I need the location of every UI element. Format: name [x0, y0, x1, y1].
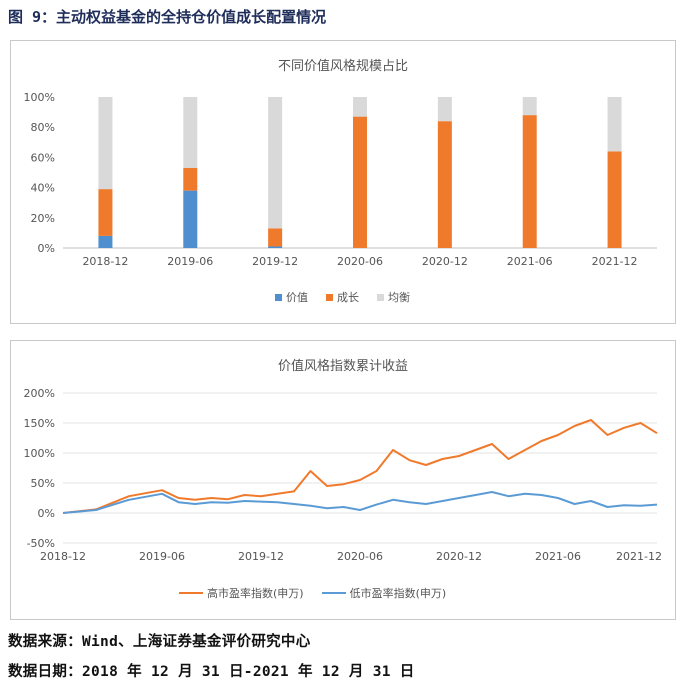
- legend-label-low-pe: 低市盈率指数(申万): [349, 587, 447, 600]
- bar-growth: [98, 189, 113, 236]
- x-tick-label: 2020-06: [337, 255, 383, 268]
- low-pe-line: [62, 491, 658, 514]
- x-tick-label: 2020-12: [436, 550, 482, 563]
- line-chart-legend: 高市盈率指数(申万) 低市盈率指数(申万): [179, 585, 464, 601]
- bar-balanced: [183, 97, 198, 168]
- bar-chart-panel: 不同价值风格规模占比 0% 20% 40% 60% 80% 100% 2018-12 2019…: [10, 40, 676, 324]
- legend-label-balanced: 均衡: [388, 291, 410, 304]
- line-chart-svg: -50% 0% 50% 100% 150% 200% 2018-12 2019-06 2019-…: [24, 387, 662, 563]
- x-tick-label: 2019-12: [238, 550, 284, 563]
- legend-item-growth: 成长: [326, 289, 359, 305]
- legend-label-growth: 成长: [337, 291, 359, 304]
- bar-chart-title: 不同价值风格规模占比: [277, 59, 408, 74]
- y-tick-label: -50%: [27, 537, 55, 550]
- bar-balanced: [437, 97, 452, 122]
- x-tick-label: 2021-06: [535, 550, 581, 563]
- bar-growth: [607, 151, 622, 248]
- bar-value: [268, 246, 283, 248]
- legend-item-balanced: 均衡: [377, 289, 410, 305]
- bar-balanced: [268, 97, 283, 229]
- bar-growth: [353, 116, 367, 248]
- y-tick-label: 100%: [24, 91, 55, 104]
- x-tick-label: 2019-06: [139, 550, 185, 563]
- data-source: 数据来源：Wind、上海证券基金评价研究中心: [8, 634, 311, 650]
- bar-value: [98, 235, 113, 248]
- bar-chart-svg: 0% 20% 40% 60% 80% 100% 2018-12 2019-06 2019-12 2…: [24, 91, 657, 268]
- y-tick-label: 150%: [24, 417, 55, 430]
- bar-chart-legend: 价值 成长 均衡: [275, 289, 428, 305]
- line-chart-panel: 价值风格指数累计收益 -50% 0% 50% 100% 150% 200% 2018-12 2…: [10, 340, 676, 620]
- y-tick-label: 200%: [24, 387, 55, 400]
- y-tick-label: 80%: [31, 121, 55, 134]
- legend-label-value: 价值: [286, 291, 308, 304]
- legend-swatch-high-pe: [179, 592, 203, 594]
- y-tick-label: 0%: [38, 507, 55, 520]
- bar-growth: [268, 228, 283, 247]
- x-tick-label: 2018-12: [40, 550, 86, 563]
- x-tick-label: 2021-12: [616, 550, 662, 563]
- data-date: 数据日期：2018 年 12 月 31 日-2021 年 12 月 31 日: [8, 664, 415, 680]
- x-tick-label: 2019-12: [252, 255, 298, 268]
- x-tick-label: 2021-12: [592, 255, 638, 268]
- legend-swatch-balanced: [377, 293, 384, 301]
- y-tick-label: 20%: [31, 212, 55, 225]
- legend-swatch-value: [275, 293, 282, 301]
- bar-growth: [522, 115, 537, 249]
- legend-swatch-low-pe: [321, 592, 346, 594]
- figure-title: 图 9：主动权益基金的全持仓价值成长配置情况: [8, 8, 327, 26]
- bar-value: [183, 190, 198, 248]
- y-tick-label: 40%: [31, 182, 55, 195]
- x-tick-label: 2021-06: [507, 255, 553, 268]
- legend-item-high-pe: 高市盈率指数(申万): [179, 585, 304, 601]
- bar-growth: [437, 121, 452, 248]
- y-tick-label: 0%: [38, 242, 55, 255]
- legend-swatch-growth: [326, 293, 333, 301]
- bar-growth: [183, 167, 198, 191]
- high-pe-line: [62, 419, 658, 514]
- bar-balanced: [353, 97, 367, 117]
- bar-balanced: [98, 97, 113, 190]
- x-tick-label: 2020-06: [337, 550, 383, 563]
- x-tick-label: 2019-06: [167, 255, 213, 268]
- bar-balanced: [607, 97, 622, 152]
- x-tick-label: 2020-12: [422, 255, 468, 268]
- line-chart-title: 价值风格指数累计收益: [277, 359, 408, 374]
- legend-label-high-pe: 高市盈率指数(申万): [207, 587, 304, 600]
- x-tick-label: 2018-12: [82, 255, 128, 268]
- y-tick-label: 60%: [31, 151, 55, 164]
- legend-item-value: 价值: [275, 289, 308, 305]
- y-tick-label: 50%: [31, 477, 55, 490]
- legend-item-low-pe: 低市盈率指数(申万): [321, 585, 447, 601]
- y-tick-label: 100%: [24, 447, 55, 460]
- bar-balanced: [522, 97, 537, 116]
